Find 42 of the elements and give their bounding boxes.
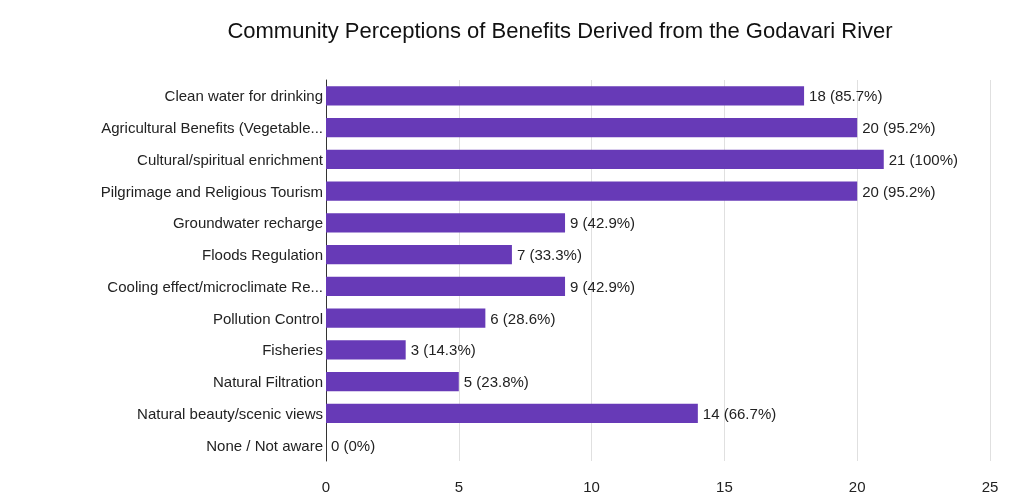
bar [326, 149, 884, 169]
y-tick-label: Cultural/spiritual enrichment [137, 150, 324, 168]
bar [326, 181, 858, 201]
x-tick-label: 20 [848, 478, 866, 495]
y-tick-label: Cooling effect/microclimate Re... [107, 277, 323, 295]
data-label: 6 (28.6%) [490, 309, 556, 327]
bar [326, 276, 566, 296]
y-tick-label: Natural beauty/scenic views [137, 404, 323, 422]
y-tick-label: Pilgrimage and Religious Tourism [100, 182, 323, 200]
bar [326, 86, 805, 106]
chart-title: Community Perceptions of Benefits Derived from the Godavari River [227, 17, 893, 43]
y-tick-label: Natural Filtration [212, 373, 323, 391]
bar [326, 308, 486, 328]
y-tick-label: Fisheries [262, 341, 323, 359]
data-label: 3 (14.3%) [410, 341, 476, 359]
y-tick-label: Groundwater recharge [172, 214, 323, 232]
data-label: 20 (95.2%) [862, 119, 936, 137]
data-label: 7 (33.3%) [516, 246, 582, 264]
data-label: 9 (42.9%) [570, 214, 636, 232]
x-tick-label: 15 [716, 478, 733, 495]
x-tick-label: 0 [321, 478, 331, 495]
data-label: 0 (0%) [331, 436, 376, 454]
x-tick-label: 5 [454, 478, 463, 495]
y-tick-label: Floods Regulation [202, 246, 323, 264]
y-tick-label: Pollution Control [212, 309, 323, 327]
data-label: 21 (100%) [888, 150, 958, 168]
data-label: 14 (66.7%) [702, 404, 777, 422]
bar [326, 340, 406, 360]
x-tick-label: 25 [981, 478, 999, 495]
y-tick-label: Clean water for drinking [164, 87, 323, 105]
bar [326, 372, 459, 392]
data-label: 20 (95.2%) [862, 182, 936, 200]
x-tick-label: 10 [583, 478, 600, 495]
bar [326, 245, 512, 265]
bar [326, 403, 698, 423]
data-label: 18 (85.7%) [809, 87, 883, 105]
bar [326, 213, 566, 233]
bar [326, 118, 858, 138]
data-label: 9 (42.9%) [570, 277, 636, 295]
y-tick-label: None / Not aware [206, 436, 323, 454]
data-label: 5 (23.8%) [463, 373, 529, 391]
y-tick-label: Agricultural Benefits (Vegetable... [101, 119, 323, 137]
